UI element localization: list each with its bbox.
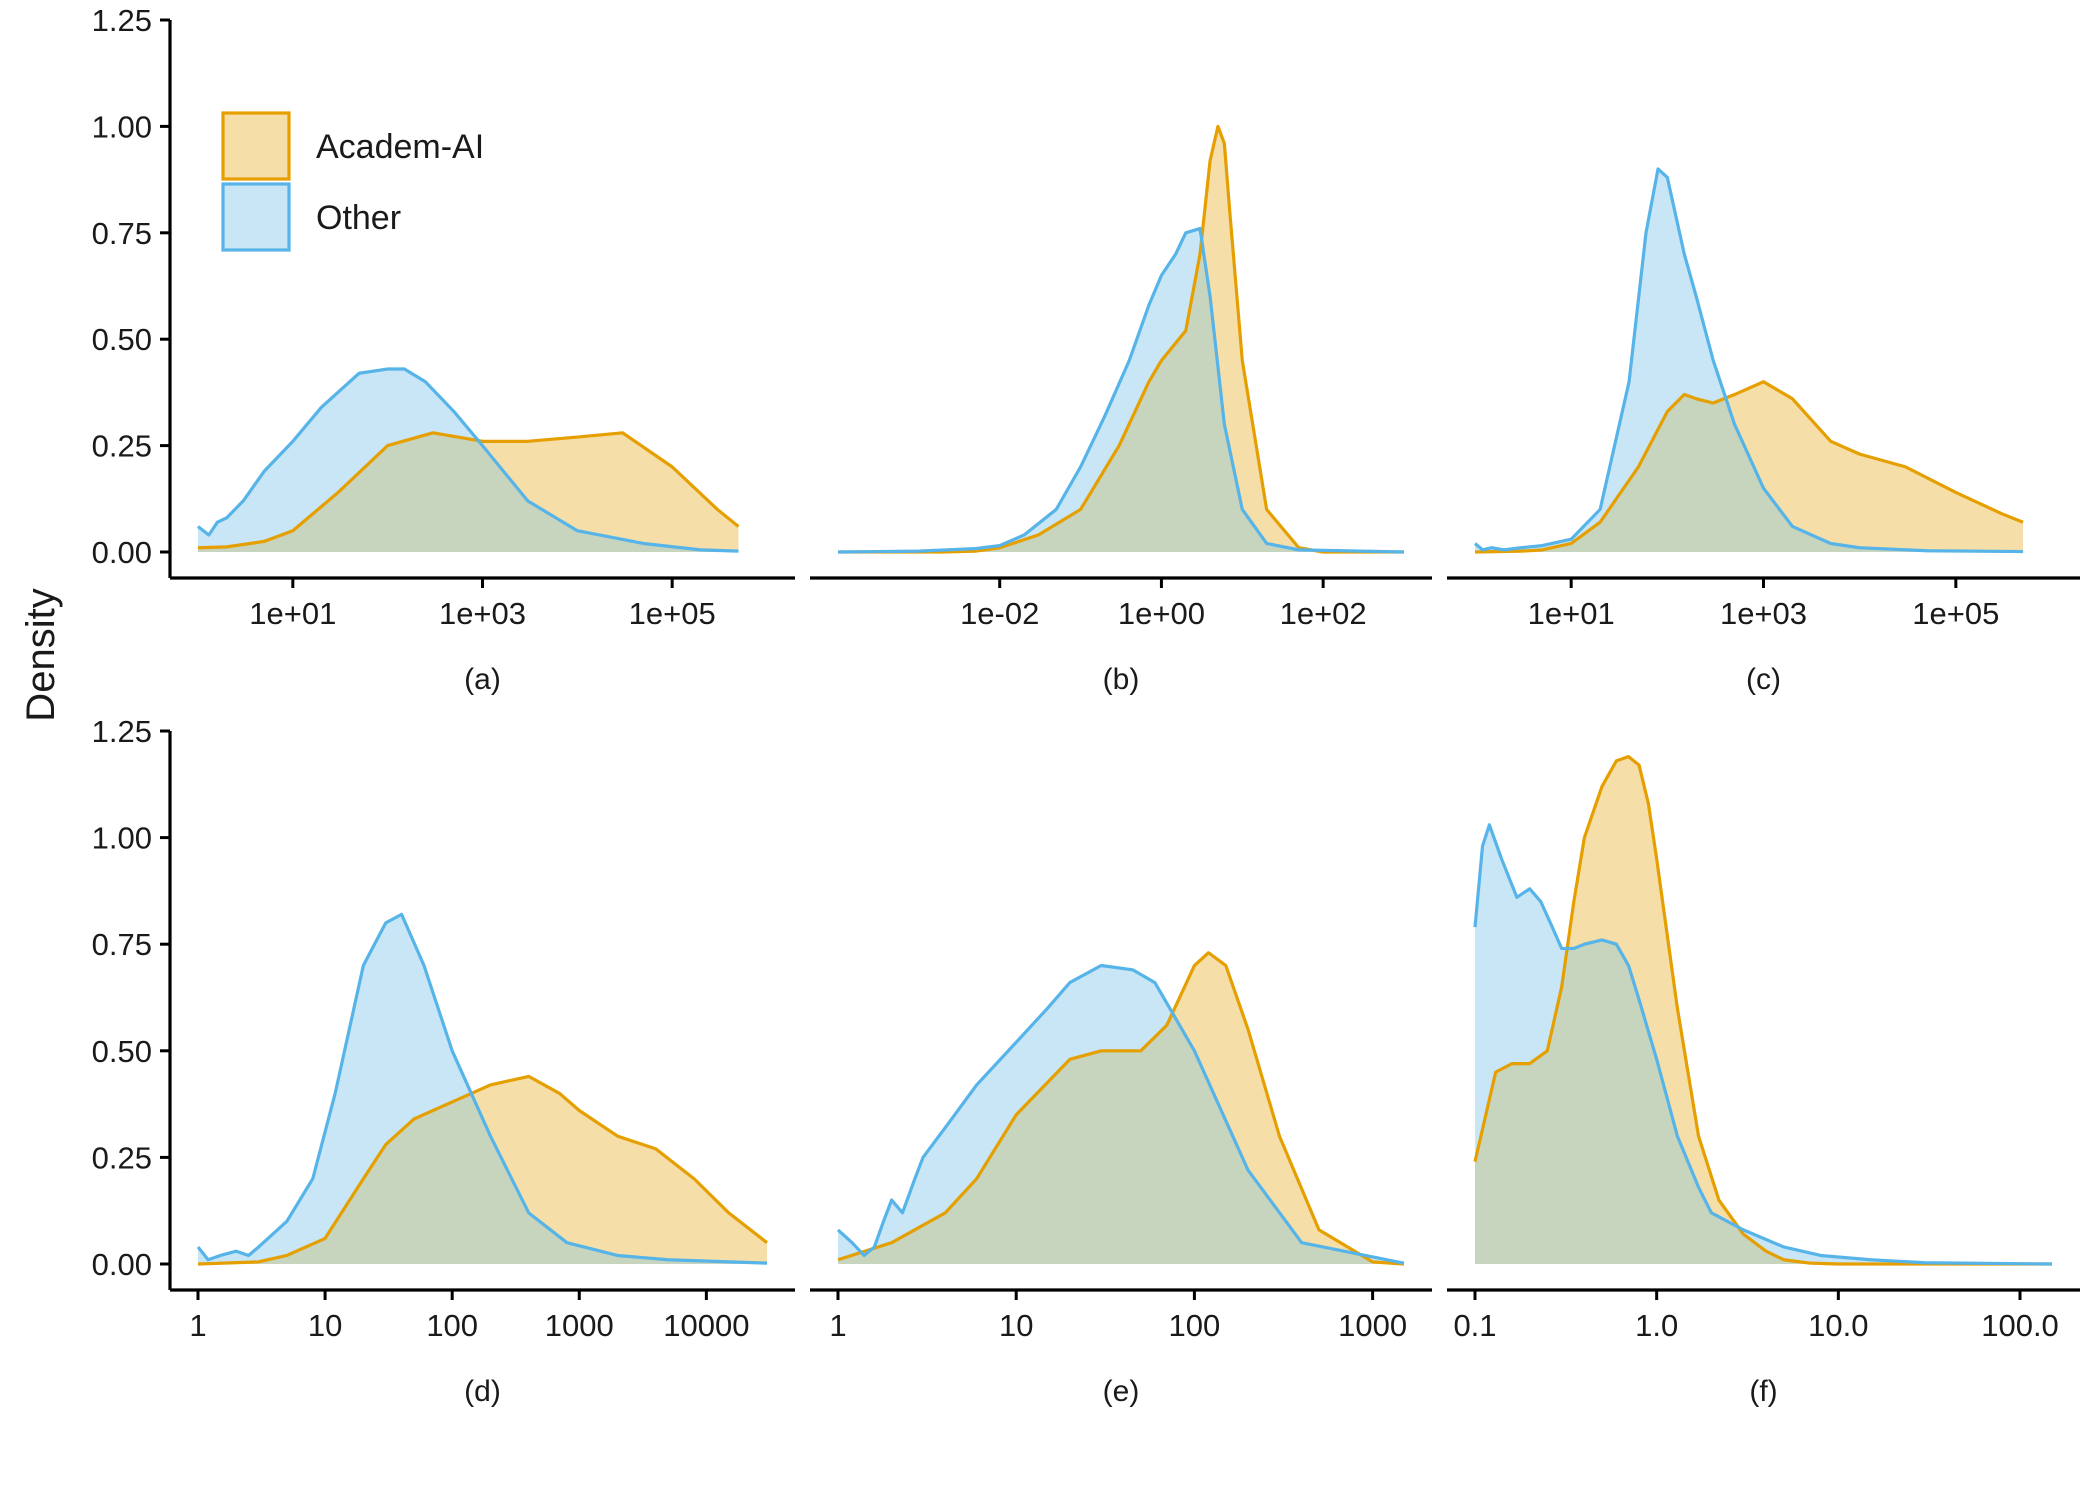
- line-other: [196, 912, 768, 1265]
- line-other: [836, 963, 1405, 1265]
- panel-a: 1e+01 1e+03 1e+05 (a) 0.00 0.25 0.50 0.75 1.00 1.…: [92, 3, 795, 696]
- panel-label: (b): [1103, 663, 1140, 696]
- line-other: [1473, 167, 2024, 554]
- x-tick-label: 1e+03: [439, 596, 526, 631]
- x-tick-label: 1e+01: [249, 596, 336, 631]
- panel-label: (f): [1749, 1375, 1777, 1408]
- line-academ-ai: [837, 951, 1405, 1266]
- x-tick-label: 1000: [545, 1308, 614, 1343]
- x-tick-label: 10.0: [1808, 1308, 1868, 1343]
- line-other: [837, 226, 1405, 554]
- panel-b: 1e-02 1e+00 1e+02 (b): [810, 124, 1432, 696]
- x-tick-label: 1000: [1338, 1308, 1407, 1343]
- y-tick-label: 0.25: [92, 1140, 152, 1175]
- x-tick-label: 100.0: [1981, 1308, 2059, 1343]
- line-academ-ai: [197, 1074, 768, 1266]
- x-tick-label: 1e+02: [1280, 596, 1367, 631]
- legend-swatch: [221, 111, 291, 181]
- x-tick-label: 10000: [663, 1308, 749, 1343]
- y-tick-label: 0.75: [92, 927, 152, 962]
- legend-item-academ-ai: Academ-AI: [221, 111, 484, 181]
- area-overlap: [1475, 824, 2052, 1264]
- legend-label: Academ-AI: [316, 128, 484, 166]
- x-tick-label: 100: [426, 1308, 478, 1343]
- x-tick-label: 10: [308, 1308, 342, 1343]
- panel-f: 0.1 1.0 10.0 100.0 (f): [1447, 754, 2080, 1408]
- legend-swatch: [221, 182, 291, 252]
- line-academ-ai: [197, 431, 740, 550]
- panel-e: 1 10 100 1000 (e): [810, 951, 1432, 1408]
- x-tick-label: 1e-02: [960, 596, 1039, 631]
- y-tick-label: 1.00: [92, 109, 152, 144]
- area-other: [838, 228, 1404, 553]
- x-tick-label: 1e+00: [1118, 596, 1205, 631]
- y-axis-title: Density: [19, 588, 63, 721]
- y-tick-label: 0.00: [92, 1247, 152, 1282]
- y-tick-label: 0.75: [92, 216, 152, 251]
- x-tick-label: 1: [829, 1308, 846, 1343]
- legend-label: Other: [316, 199, 401, 237]
- y-tick-label: 1.25: [92, 3, 152, 38]
- x-tick-label: 1: [189, 1308, 206, 1343]
- line-academ-ai: [838, 124, 1404, 554]
- line-other: [1473, 823, 2053, 1266]
- x-tick-label: 100: [1169, 1308, 1221, 1343]
- legend: Academ-AI Other: [221, 111, 484, 252]
- y-tick-label: 0.50: [92, 1034, 152, 1069]
- panel-d: 1 10 100 1000 10000 (d) 0.00 0.25 0.50 0.75 1.00 1.…: [92, 714, 795, 1408]
- panel-label: (d): [464, 1375, 501, 1408]
- y-tick-label: 0.50: [92, 322, 152, 357]
- panel-label: (c): [1746, 663, 1781, 696]
- panel-label: (e): [1103, 1375, 1140, 1408]
- x-tick-label: 10: [999, 1308, 1033, 1343]
- x-tick-label: 1e+01: [1528, 596, 1615, 631]
- y-tick-label: 0.00: [92, 535, 152, 570]
- x-tick-label: 0.1: [1453, 1308, 1496, 1343]
- y-tick-label: 1.00: [92, 821, 152, 856]
- x-tick-label: 1e+03: [1720, 596, 1807, 631]
- line-academ-ai: [1473, 754, 2052, 1266]
- panel-label: (a): [464, 663, 501, 696]
- panels-group: 1e+01 1e+03 1e+05 (a) 0.00 0.25 0.50 0.75 1.00 1.…: [92, 3, 2080, 1408]
- line-other: [197, 367, 739, 553]
- x-tick-label: 1e+05: [1912, 596, 1999, 631]
- x-tick-label: 1.0: [1635, 1308, 1678, 1343]
- y-tick-label: 0.25: [92, 429, 152, 464]
- panel-c: 1e+01 1e+03 1e+05 (c): [1447, 167, 2080, 696]
- x-tick-label: 1e+05: [629, 596, 716, 631]
- line-academ-ai: [1474, 380, 2024, 554]
- y-tick-label: 1.25: [92, 714, 152, 749]
- area-overlap: [838, 228, 1404, 552]
- area-other: [198, 914, 767, 1264]
- legend-item-other: Other: [221, 182, 401, 252]
